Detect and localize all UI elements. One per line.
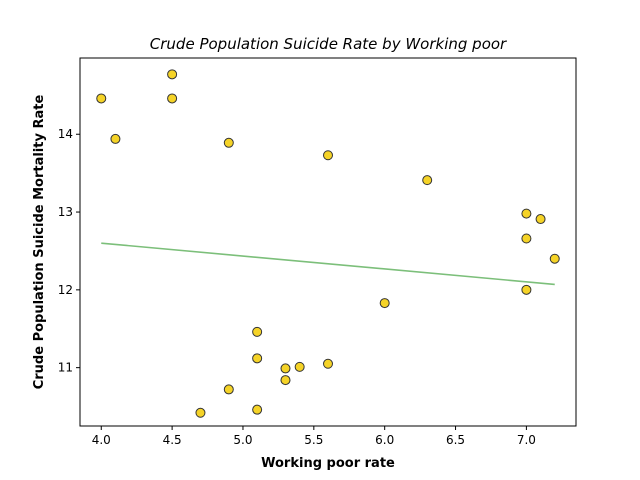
- y-tick-label: 14: [58, 127, 73, 141]
- data-point: [535, 214, 546, 225]
- y-tick-label: 13: [58, 205, 73, 219]
- data-point: [323, 358, 333, 369]
- data-point: [379, 298, 390, 309]
- data-point: [521, 233, 532, 244]
- data-point: [280, 375, 291, 386]
- x-axis-label: Working poor rate: [261, 456, 395, 471]
- y-tick-label: 11: [58, 361, 73, 375]
- data-point: [252, 404, 263, 415]
- data-point: [252, 326, 263, 337]
- x-tick-label: 6.0: [375, 433, 394, 447]
- data-point: [223, 137, 234, 148]
- data-point: [294, 361, 305, 372]
- data-point: [252, 353, 263, 364]
- x-tick-label: 5.0: [233, 433, 252, 447]
- x-tick-label: 4.0: [92, 433, 111, 447]
- data-point: [167, 93, 178, 104]
- data-point: [521, 284, 532, 295]
- y-axis-label: Crude Population Suicide Mortality Rate: [32, 95, 47, 390]
- data-point: [96, 93, 107, 104]
- data-point: [167, 69, 178, 80]
- x-axis: 4.0 4.5 5.0 5.5 6.0 6.5 7.0: [92, 426, 536, 447]
- chart-title: Crude Population Suicide Rate by Working…: [150, 35, 507, 53]
- data-point: [223, 384, 234, 395]
- data-point: [549, 253, 560, 264]
- x-tick-label: 4.5: [163, 433, 182, 447]
- x-tick-label: 7.0: [517, 433, 536, 447]
- data-point: [422, 175, 433, 186]
- data-point: [323, 150, 333, 161]
- data-point: [280, 363, 291, 374]
- x-tick-label: 5.5: [304, 433, 323, 447]
- y-tick-label: 12: [58, 283, 73, 297]
- y-axis: 11 12 13 14: [58, 127, 80, 375]
- data-points: [96, 69, 560, 418]
- x-tick-label: 6.5: [446, 433, 465, 447]
- data-point: [110, 133, 121, 144]
- data-point: [195, 407, 206, 418]
- trend-line: [101, 242, 555, 286]
- plot-area-frame: [79, 57, 577, 427]
- data-point: [521, 208, 532, 219]
